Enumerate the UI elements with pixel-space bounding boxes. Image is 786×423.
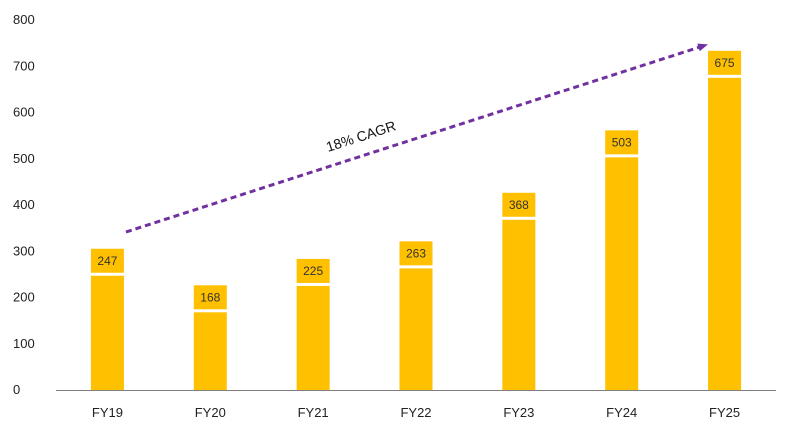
y-tick-label: 300 [13,243,35,258]
bar [502,219,536,390]
bar [708,77,742,390]
bar-series: 247 168 225 263 368 503 675 [90,50,742,390]
data-label-box [708,50,742,75]
cagr-arrow [125,43,708,234]
x-axis-tick-labels: FY19 FY20 FY21 FY22 FY23 FY24 FY25 [92,405,740,420]
x-tick-label: FY22 [400,405,431,420]
x-tick-label: FY21 [298,405,329,420]
data-label: 247 [97,254,117,268]
data-label-box [399,241,433,266]
y-tick-label: 200 [13,290,35,305]
bar [296,285,330,390]
bar [193,312,227,390]
y-tick-label: 100 [13,336,35,351]
data-label: 368 [509,198,529,212]
data-label-box [605,130,639,155]
x-tick-label: FY25 [709,405,740,420]
bar [90,275,124,390]
y-tick-label: 500 [13,151,35,166]
data-label-box [193,285,227,310]
y-tick-label: 0 [13,382,20,397]
y-tick-label: 700 [13,58,35,73]
x-tick-label: FY20 [195,405,226,420]
x-tick-label: FY23 [503,405,534,420]
y-tick-label: 400 [13,197,35,212]
data-label-box [90,248,124,273]
data-label: 225 [303,264,323,278]
data-label-box [296,258,330,283]
data-label: 263 [406,246,426,260]
bar [605,157,639,390]
data-label: 168 [200,290,220,304]
data-label: 675 [715,56,735,70]
x-tick-label: FY24 [606,405,637,420]
y-tick-label: 600 [13,105,35,120]
bar [399,268,433,390]
x-tick-label: FY19 [92,405,123,420]
y-axis-tick-labels: 0 100 200 300 400 500 600 700 800 [13,12,35,397]
data-label: 503 [612,135,632,149]
data-label-box [502,192,536,217]
y-tick-label: 800 [13,12,35,27]
